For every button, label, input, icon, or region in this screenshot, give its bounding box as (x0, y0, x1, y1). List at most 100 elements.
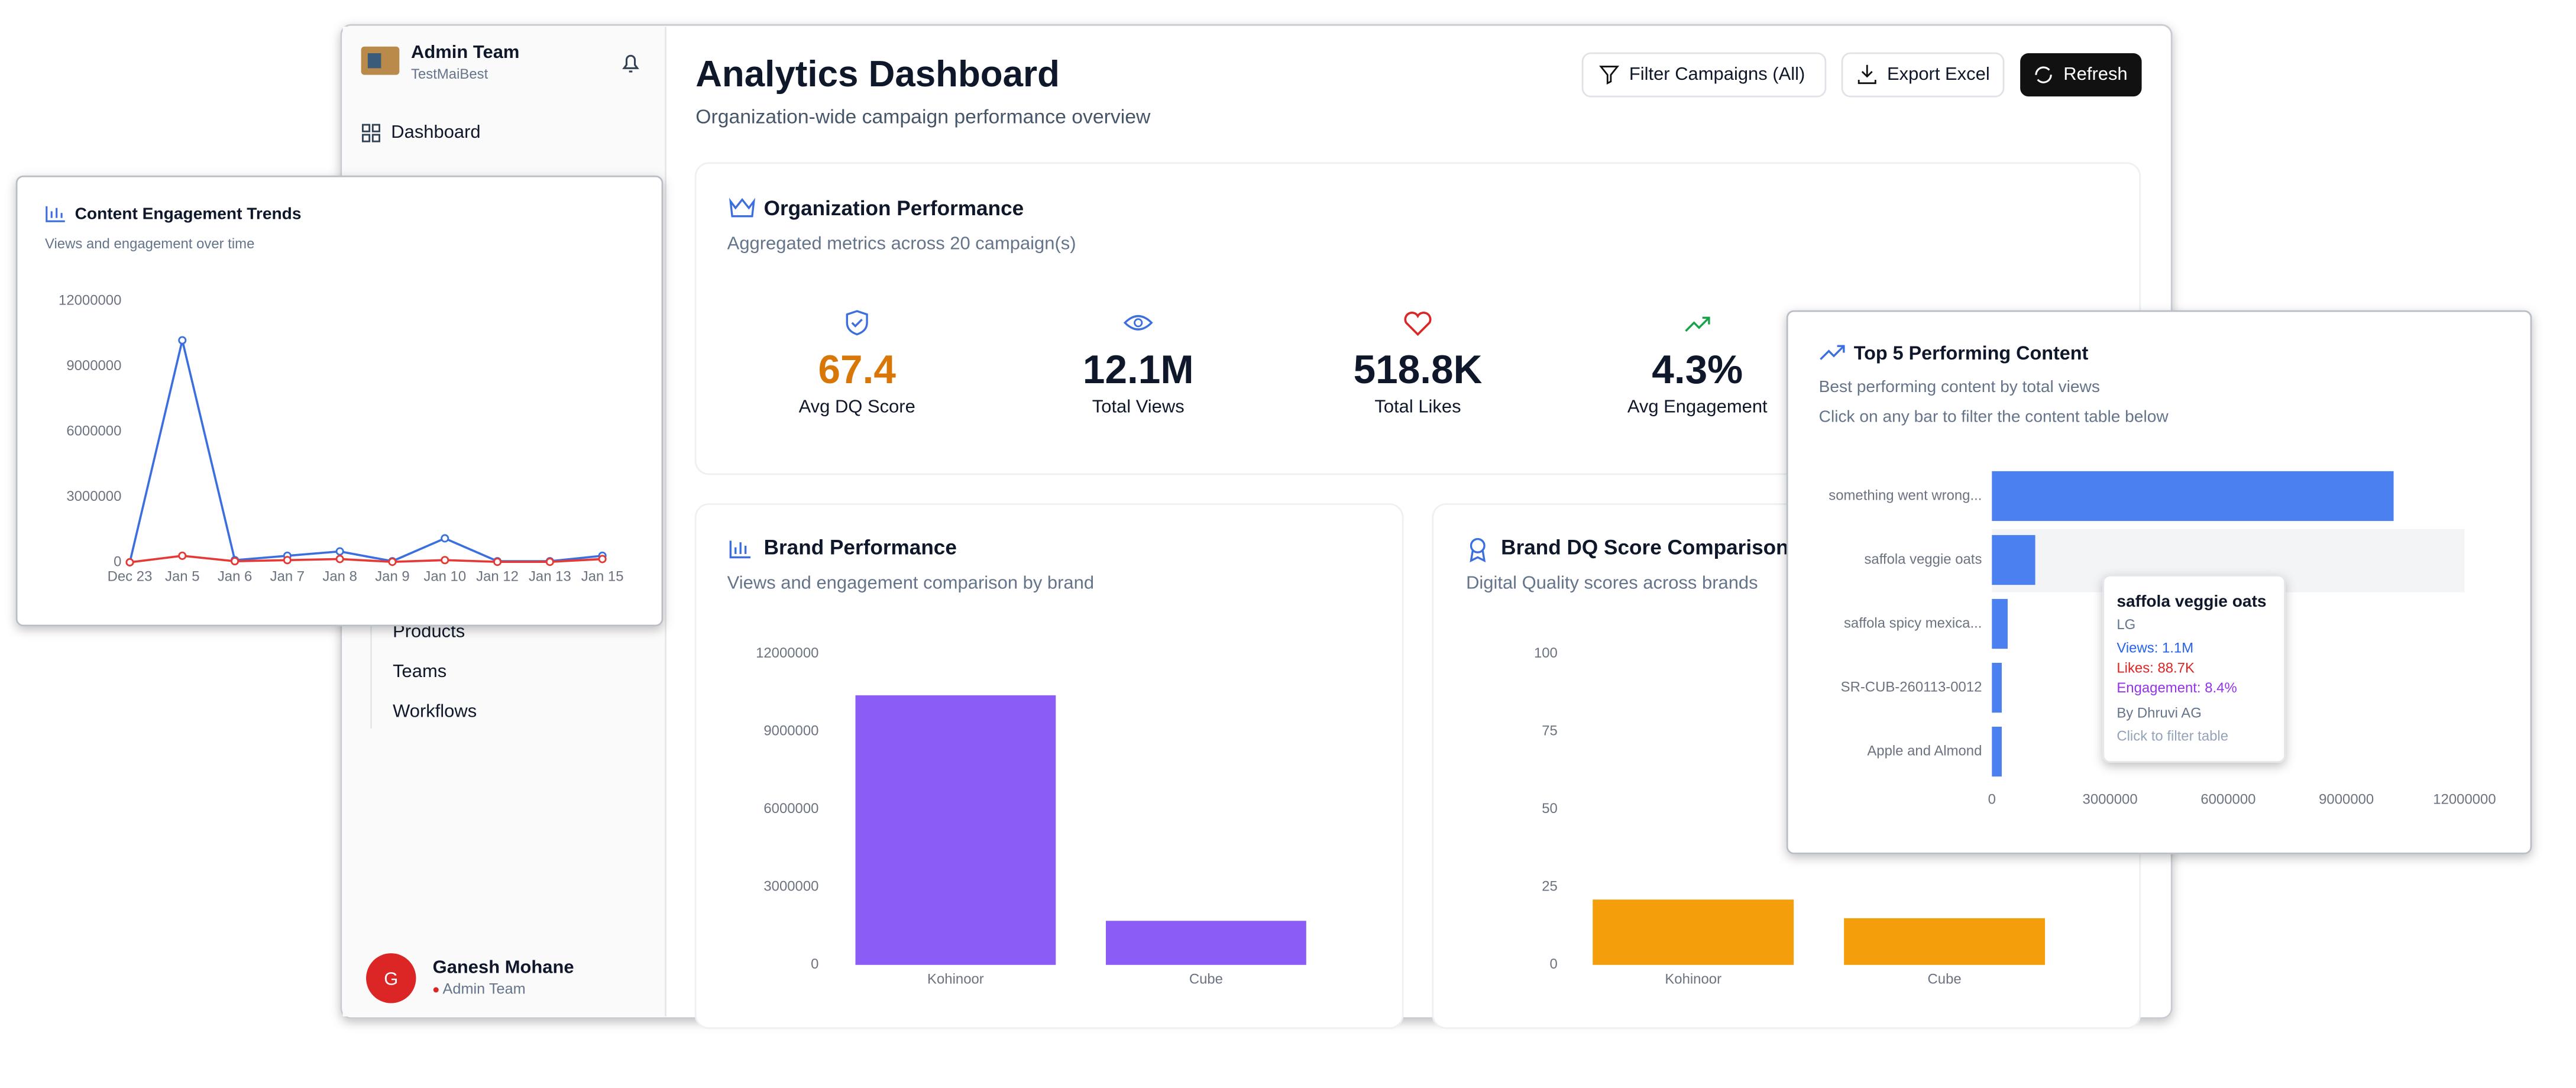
button-frame (1841, 52, 2005, 98)
series-line (130, 555, 603, 564)
nav-label: Dashboard (391, 121, 480, 142)
y-tick-label: 12000000 (756, 645, 818, 661)
bar (855, 695, 1056, 965)
refresh-button[interactable]: Refresh (2020, 53, 2142, 97)
y-tick-label: 0 (1550, 956, 1558, 972)
metric-value: 4.3% (1652, 348, 1743, 392)
avatar-initial: G (384, 968, 398, 989)
tooltip-brand: LG (2117, 617, 2135, 633)
x-tick-label: Jan 9 (375, 569, 409, 585)
card-subtitle: Views and engagement comparison by brand (727, 572, 1094, 593)
metric-label: Avg DQ Score (799, 396, 915, 416)
y-tick-label: 0 (114, 553, 121, 569)
x-tick-label: Kohinoor (1665, 971, 1721, 987)
button-frame (1581, 52, 1827, 98)
nav-dashboard[interactable]: Dashboard (362, 121, 481, 143)
eye-icon (1123, 315, 1153, 331)
card-subtitle: Digital Quality scores across brands (1466, 572, 1758, 593)
org-name: Admin Team (411, 41, 519, 62)
award-ribbon (1470, 550, 1486, 563)
button-label: Filter Campaigns (All) (1629, 63, 1805, 84)
y-tick-label: 75 (1542, 723, 1558, 739)
trend-icon (1820, 345, 1845, 360)
x-tick-label: Kohinoor (927, 971, 984, 987)
y-tick-label: 0 (811, 956, 818, 972)
user-name: Ganesh Mohane (433, 957, 574, 977)
card-title: Brand Performance (764, 536, 957, 559)
category-label: saffola spicy mexica... (1844, 615, 1982, 631)
data-point (178, 551, 187, 560)
x-tick-label: Dec 23 (108, 569, 153, 585)
card-subtitle: Aggregated metrics across 20 campaign(s) (727, 233, 1076, 254)
page-subtitle: Organization-wide campaign performance o… (695, 106, 1151, 128)
x-tick-label: Jan 13 (529, 569, 571, 585)
bar[interactable] (1992, 471, 2394, 522)
refresh-icon (2035, 66, 2052, 83)
bar[interactable] (1992, 726, 2002, 777)
x-tick-label: Jan 10 (423, 569, 466, 585)
nav-icon (362, 124, 371, 132)
x-tick-label: Jan 6 (218, 569, 252, 585)
button-label: Refresh (2063, 63, 2127, 84)
filter-button[interactable]: Filter Campaigns (All) (1581, 52, 1827, 98)
data-point (493, 558, 502, 566)
x-tick-label: 9000000 (2319, 792, 2374, 808)
bell-icon[interactable] (622, 54, 639, 73)
bar[interactable] (1992, 662, 2002, 713)
bar (1106, 921, 1306, 965)
trends-panel: Content Engagement Trends Views and enga… (15, 175, 664, 627)
x-tick-label: 12000000 (2433, 792, 2496, 808)
tooltip-engagement: Engagement: 8.4% (2117, 680, 2237, 696)
x-tick-label: Cube (1928, 971, 1962, 987)
y-tick-label: 6000000 (763, 801, 818, 817)
heart-icon (1404, 312, 1432, 336)
metric-value: 67.4 (818, 348, 896, 392)
button-label: Export Excel (1887, 63, 1990, 84)
metric-label: Total Views (1092, 396, 1185, 416)
tooltip: saffola veggie oats LG Views: 1.1M Likes… (2102, 575, 2286, 763)
data-point (545, 558, 554, 566)
status-dot (433, 987, 439, 993)
panel-subtitle: Views and engagement over time (45, 236, 254, 252)
data-point (388, 558, 397, 566)
subnav-item[interactable]: Teams (393, 660, 446, 681)
panel-title: Content Engagement Trends (75, 204, 302, 222)
top-content-panel: Top 5 Performing Content Best performing… (1786, 310, 2532, 854)
trends-chart: 0 3000000 6000000 9000000 12000000 Dec 23 Jan … (59, 293, 624, 585)
card-title: Organization Performance (764, 197, 1024, 220)
bar (1844, 918, 2046, 965)
data-point (441, 556, 449, 565)
data-point (335, 555, 344, 564)
y-tick-label: 50 (1542, 801, 1558, 817)
panel-note: Click on any bar to filter the content t… (1819, 407, 2169, 426)
bar[interactable] (1992, 535, 2035, 585)
panel-frame (15, 175, 664, 627)
y-tick-label: 9000000 (66, 358, 121, 374)
metrics-row: 67.4 Avg DQ Score 12.1M Total Views 518.8K To… (799, 348, 1768, 416)
data-point (231, 557, 240, 566)
metric-value: 12.1M (1083, 348, 1194, 392)
card-title: Brand DQ Score Comparison (1501, 536, 1788, 559)
data-point (598, 555, 607, 564)
trend-icon (1685, 316, 1710, 332)
top-content-chart: 0 3000000 6000000 9000000 12000000 something … (1829, 471, 2496, 808)
tooltip-likes: Likes: 88.7K (2117, 660, 2195, 676)
award-icon (1470, 537, 1486, 553)
avatar[interactable] (366, 953, 416, 1003)
export-button[interactable]: Export Excel (1841, 52, 2005, 98)
x-tick-label: Jan 15 (581, 569, 624, 585)
category-label: something went wrong... (1829, 487, 1982, 503)
x-tick-label: 0 (1988, 792, 1996, 808)
data-point (125, 558, 134, 566)
nav-icon (362, 134, 371, 143)
y-tick-label: 3000000 (763, 879, 818, 895)
chart-icon (729, 540, 751, 559)
bar[interactable] (1992, 598, 2008, 649)
subnav-item[interactable]: Workflows (393, 700, 477, 721)
x-tick-label: Jan 8 (322, 569, 357, 585)
y-tick-label: 3000000 (66, 488, 121, 504)
data-point (178, 336, 187, 345)
y-tick-label: 25 (1542, 879, 1558, 895)
